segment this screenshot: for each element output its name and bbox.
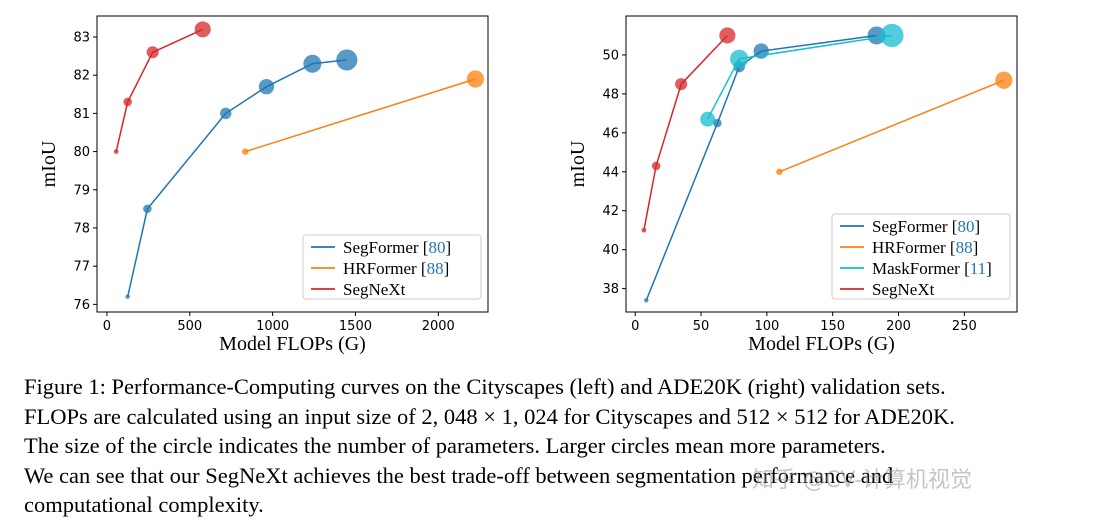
x-tick-label: 50 bbox=[693, 319, 710, 334]
y-axis-title: mIoU bbox=[38, 140, 60, 187]
y-tick-label: 78 bbox=[73, 221, 90, 236]
segformer-point bbox=[867, 26, 886, 45]
segnext-line bbox=[115, 28, 204, 152]
legend-label: HRFormer [88] bbox=[343, 259, 449, 278]
caption-line: computational complexity. bbox=[24, 492, 264, 517]
legend-label: SegNeXt bbox=[343, 280, 406, 299]
hrformer-line bbox=[245, 78, 476, 153]
y-tick-label: 48 bbox=[602, 87, 619, 102]
y-tick-label: 81 bbox=[73, 107, 90, 122]
x-tick-label: 200 bbox=[886, 319, 911, 334]
y-tick-label: 50 bbox=[602, 48, 619, 63]
ade20k-chart: 0 50 100 150 200 250 38 40 42 44 46 48 50 Model FLOPs… bbox=[567, 15, 1018, 355]
caption-line: We can see that our SegNeXt achieves the… bbox=[24, 462, 894, 488]
legend-label: SegFormer [80] bbox=[872, 217, 980, 236]
x-tick-label: 100 bbox=[754, 319, 779, 334]
y-tick-label: 38 bbox=[602, 282, 619, 297]
y-tick-label: 79 bbox=[73, 183, 90, 198]
legend-box bbox=[302, 234, 482, 300]
y-tick-label: 77 bbox=[73, 260, 90, 275]
segnext-point bbox=[146, 46, 159, 59]
x-tick-label: 150 bbox=[820, 319, 845, 334]
caption-line: FLOPs are calculated using an input size… bbox=[24, 403, 955, 429]
segnext-point bbox=[675, 78, 688, 91]
figure-caption: Figure 1: Performance-Computing curves o… bbox=[24, 372, 1104, 520]
segformer-point bbox=[220, 107, 232, 120]
legend-label: SegNeXt bbox=[872, 280, 935, 299]
segformer-point bbox=[644, 298, 649, 303]
legend-box bbox=[831, 213, 1011, 300]
y-tick-label: 82 bbox=[73, 69, 90, 84]
x-tick-label: 1500 bbox=[339, 319, 372, 334]
segnext-point bbox=[123, 97, 132, 107]
segformer-point bbox=[125, 294, 130, 299]
y-tick-label: 76 bbox=[73, 298, 90, 313]
x-axis-title: Model FLOPs (G) bbox=[219, 333, 366, 355]
y-tick-label: 40 bbox=[602, 243, 619, 258]
segformer-point bbox=[258, 78, 275, 95]
hrformer-point bbox=[995, 71, 1013, 89]
hrformer-point bbox=[776, 168, 783, 176]
legend-label: SegFormer [80] bbox=[343, 238, 451, 257]
x-tick-label: 500 bbox=[177, 319, 202, 334]
y-axis-title: mIoU bbox=[567, 140, 589, 187]
maskformer-point bbox=[730, 49, 749, 68]
caption-line: The size of the circle indicates the num… bbox=[24, 433, 886, 458]
segnext-point bbox=[194, 21, 211, 38]
maskformer-point bbox=[880, 23, 904, 48]
x-tick-label: 1000 bbox=[256, 319, 289, 334]
segnext-point bbox=[641, 227, 647, 233]
segnext-line bbox=[643, 34, 728, 231]
y-tick-label: 46 bbox=[602, 126, 619, 141]
y-tick-label: 80 bbox=[73, 145, 90, 160]
x-axis-title: Model FLOPs (G) bbox=[748, 333, 895, 355]
hrformer-point bbox=[242, 148, 249, 155]
x-tick-label: 0 bbox=[103, 319, 111, 334]
legend-label: MaskFormer [11] bbox=[872, 259, 992, 278]
cityscapes-chart: 0 500 1000 1500 2000 76 77 78 79 80 81 82 83 Model FL… bbox=[38, 15, 489, 355]
legend-label: HRFormer [88] bbox=[872, 238, 978, 257]
segformer-point bbox=[143, 204, 152, 214]
hrformer-point bbox=[466, 70, 485, 88]
maskformer-point bbox=[700, 111, 716, 127]
caption-line: Figure 1: Performance-Computing curves o… bbox=[24, 374, 946, 399]
y-tick-label: 42 bbox=[602, 204, 619, 219]
plot-frame bbox=[625, 15, 1018, 313]
legend: SegFormer [80] HRFormer [88] SegNeXt bbox=[302, 234, 482, 300]
segformer-point bbox=[303, 54, 322, 73]
segnext-point bbox=[113, 149, 119, 154]
y-tick-label: 44 bbox=[602, 165, 619, 180]
plot-frame bbox=[96, 15, 489, 313]
segnext-point bbox=[651, 161, 661, 171]
segformer-point bbox=[713, 118, 722, 128]
hrformer-line bbox=[779, 79, 1005, 173]
x-tick-label: 250 bbox=[952, 319, 977, 334]
segnext-point bbox=[719, 27, 736, 44]
y-tick-label: 83 bbox=[73, 31, 90, 46]
segformer-point bbox=[336, 49, 358, 71]
x-tick-label: 2000 bbox=[422, 319, 455, 334]
legend: SegFormer [80] HRFormer [88] MaskFormer [1… bbox=[831, 213, 1011, 300]
x-tick-label: 0 bbox=[631, 319, 639, 334]
